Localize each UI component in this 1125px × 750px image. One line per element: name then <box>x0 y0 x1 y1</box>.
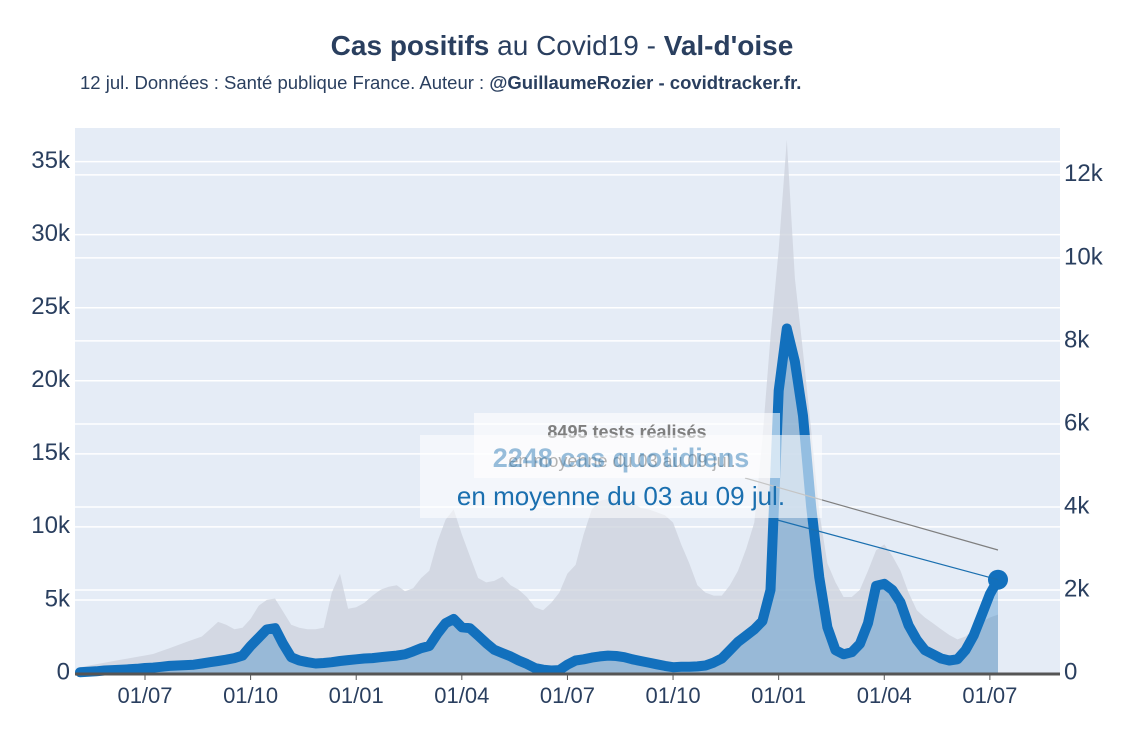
x-tick-label: 01/01 <box>329 683 384 708</box>
y-tick-label: 15k <box>31 439 71 466</box>
x-tick-label: 01/07 <box>962 683 1017 708</box>
x-tick-label: 01/04 <box>857 683 912 708</box>
x-tick-label: 01/07 <box>540 683 595 708</box>
line <box>75 323 1003 678</box>
annotation-box <box>420 435 822 518</box>
title-part: Cas positifs <box>331 30 490 61</box>
y2-tick-label: 0 <box>1064 658 1077 685</box>
y-tick-label: 25k <box>31 293 71 320</box>
annotation-text: 2248 cas quotidiens <box>493 443 750 473</box>
annotation-text: en moyenne du 03 au 09 jul. <box>457 481 785 511</box>
y-tick-label: 30k <box>31 220 71 247</box>
y2-tick-label: 12k <box>1064 160 1104 187</box>
x-tick-label: 01/10 <box>646 683 701 708</box>
y-tick-label: 0 <box>57 658 70 685</box>
subtitle-part: 12 jul. Données : Santé publique France.… <box>80 72 489 93</box>
chart-title: Cas positifs au Covid19 - Val-d'oise <box>331 30 794 61</box>
title-part: Val-d'oise <box>664 30 794 61</box>
x-tick-label: 01/04 <box>434 683 489 708</box>
chart-subtitle: 12 jul. Données : Santé publique France.… <box>80 72 801 93</box>
y2-tick-label: 2k <box>1064 575 1090 602</box>
annotation-arrow <box>769 517 999 581</box>
title-part: au Covid19 - <box>489 30 663 61</box>
y2-tick-label: 8k <box>1064 326 1090 353</box>
y-tick-label: 20k <box>31 366 71 393</box>
y-tick-label: 35k <box>31 147 71 174</box>
annotations: 8495 tests réalisésen moyenne du 03 au 0… <box>420 413 999 581</box>
y-tick-label: 5k <box>45 585 71 612</box>
labels: 0 5k 10k 15k 20k 25k 30k 35k 0 2k 4k 6k 8k 10k 12k 01/0… <box>31 147 1103 708</box>
x-tick-label: 01/07 <box>117 683 172 708</box>
y2-tick-label: 6k <box>1064 409 1090 436</box>
x-tick-label: 01/01 <box>751 683 806 708</box>
y2-tick-label: 4k <box>1064 492 1090 519</box>
subtitle-part: @GuillaumeRozier - covidtracker.fr. <box>489 72 801 93</box>
x-tick-label: 01/10 <box>223 683 278 708</box>
y-tick-label: 10k <box>31 512 71 539</box>
line-area <box>80 328 998 673</box>
y2-tick-label: 10k <box>1064 243 1104 270</box>
